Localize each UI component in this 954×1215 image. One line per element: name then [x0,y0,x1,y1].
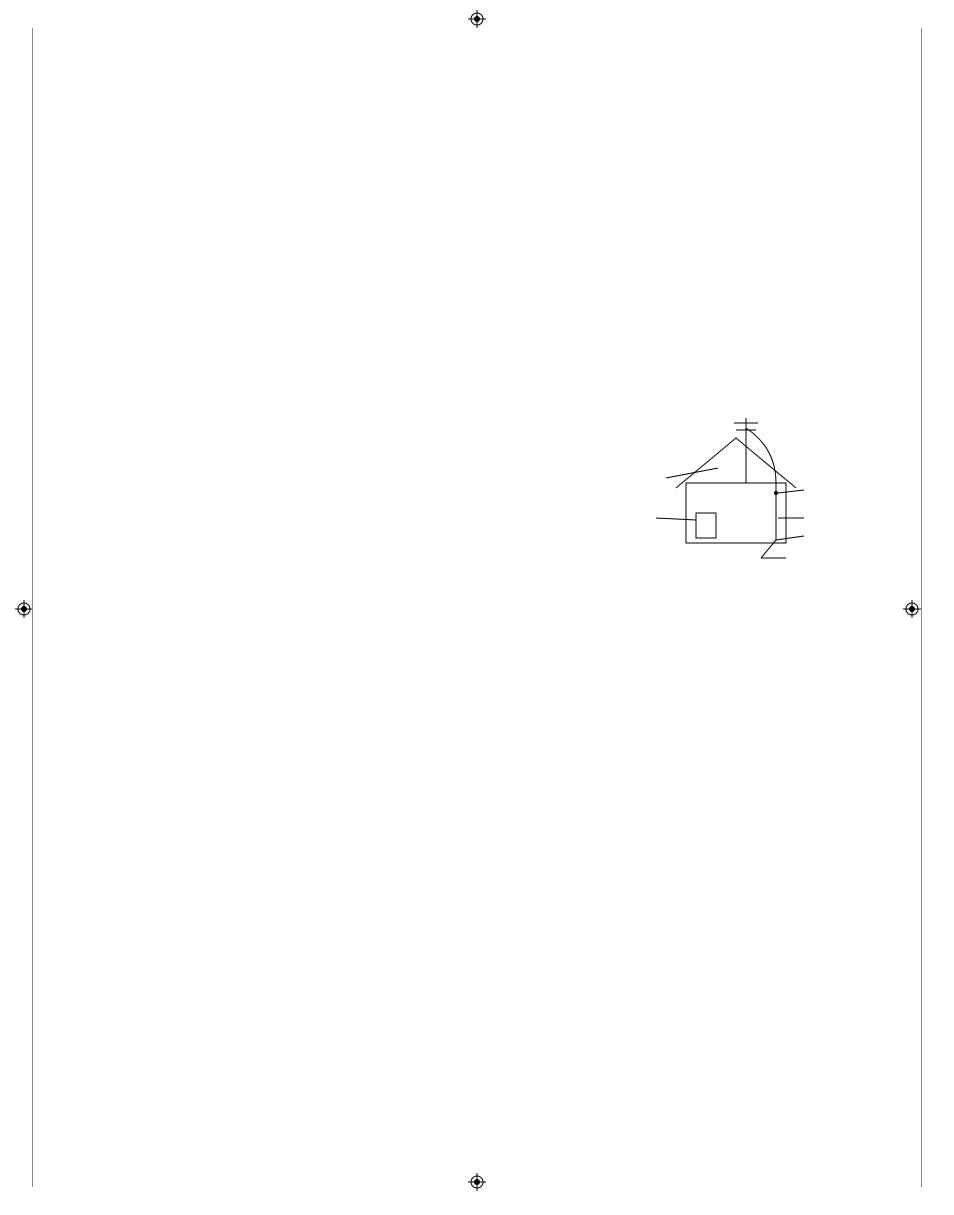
registration-mark-top [468,10,486,28]
content [68,60,886,64]
registration-mark-left [15,600,33,618]
antenna-grounding-diagram [626,408,886,588]
page-frame [32,28,922,1187]
diagram-svg [626,408,886,588]
